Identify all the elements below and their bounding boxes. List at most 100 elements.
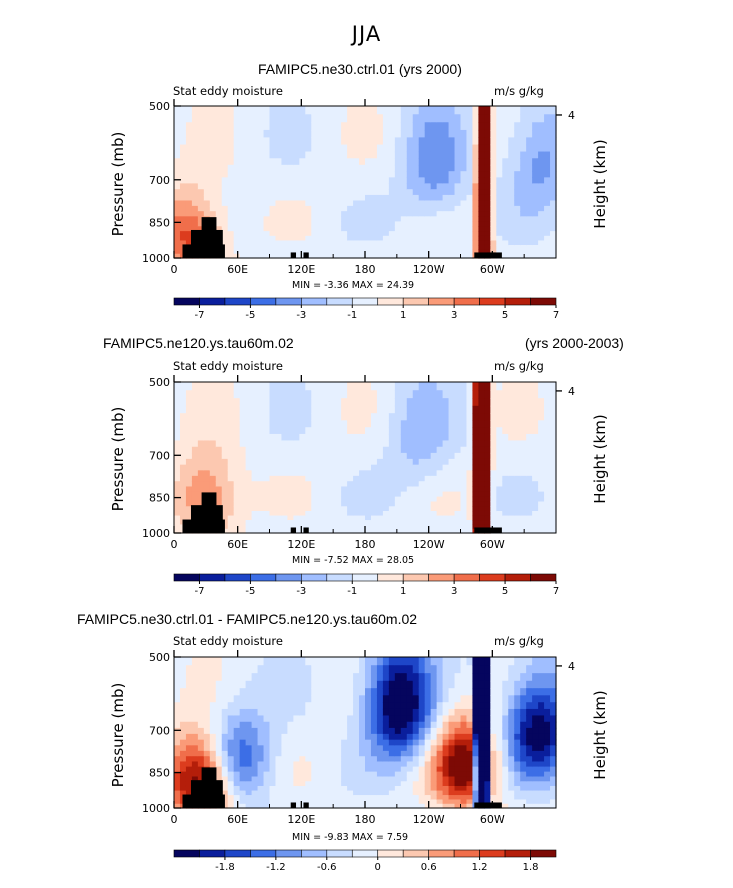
heatmap-cell: [442, 781, 450, 787]
heatmap-cell: [287, 515, 294, 521]
heatmap-cell: [484, 129, 491, 138]
heatmap-cell: [275, 390, 283, 399]
heatmap-cell: [508, 528, 515, 534]
heatmap-cell: [508, 470, 515, 477]
heatmap-cell: [215, 249, 223, 255]
heatmap-cell: [341, 253, 348, 259]
heatmap-cell: [353, 756, 360, 763]
heatmap-cell: [388, 452, 396, 460]
heatmap-cell: [478, 776, 485, 782]
heatmap-cell: [370, 803, 378, 809]
heatmap-cell: [221, 390, 229, 399]
heatmap-cell: [484, 433, 491, 442]
heatmap-cell: [245, 520, 253, 526]
heatmap-cell: [526, 433, 533, 442]
heatmap-cell: [215, 382, 223, 391]
heatmap-cell: [311, 470, 318, 477]
heatmap-cell: [532, 475, 539, 482]
heatmap-cell: [215, 481, 223, 488]
heatmap-cell: [335, 249, 342, 255]
heatmap-cell: [460, 464, 468, 471]
heatmap-cell: [311, 398, 318, 407]
heatmap-cell: [490, 122, 497, 131]
heatmap-cell: [215, 688, 223, 696]
heatmap-cell: [257, 727, 265, 735]
heatmap-cell: [293, 405, 300, 414]
heatmap-cell: [376, 795, 384, 801]
heatmap-cell: [281, 528, 289, 534]
heatmap-cell: [251, 158, 259, 166]
heatmap-cell: [520, 171, 527, 178]
heatmap-cell: [550, 114, 557, 123]
heatmap-cell: [382, 790, 390, 796]
heatmap-cell: [436, 781, 444, 787]
heatmap-cell: [287, 745, 294, 752]
heatmap-cell: [418, 244, 426, 250]
heatmap-cell: [532, 106, 539, 115]
heatmap-cell: [544, 158, 551, 166]
topography-block: [303, 527, 309, 533]
heatmap-cell: [239, 785, 247, 792]
heatmap-cell: [490, 171, 497, 178]
heatmap-cell: [544, 194, 551, 202]
heatmap-cell: [454, 528, 462, 534]
heatmap-cell: [490, 673, 497, 682]
heatmap-cell: [209, 464, 217, 471]
heatmap-cell: [418, 708, 426, 717]
heatmap-cell: [365, 433, 372, 442]
heatmap-cell: [341, 501, 348, 507]
heatmap-cell: [191, 129, 199, 138]
heatmap-cell: [317, 771, 324, 778]
heatmap-cell: [472, 398, 480, 407]
heatmap-cell: [430, 440, 438, 448]
heatmap-cell: [185, 221, 193, 227]
heatmap-cell: [263, 398, 271, 407]
heatmap-cell: [227, 486, 235, 493]
heatmap-cell: [460, 520, 468, 526]
heatmap-cell: [448, 496, 456, 503]
heatmap-cell: [179, 177, 187, 184]
heatmap-cell: [442, 244, 450, 250]
heatmap-cell: [490, 475, 497, 482]
heatmap-cell: [370, 464, 378, 471]
heatmap-cell: [293, 114, 300, 123]
heatmap-cell: [233, 464, 241, 471]
heatmap-cell: [544, 244, 551, 250]
heatmap-cell: [203, 520, 211, 526]
heatmap-cell: [353, 221, 360, 227]
heatmap-cell: [191, 528, 199, 534]
heatmap-cell: [299, 122, 306, 131]
heatmap-cell: [281, 413, 289, 421]
heatmap-cell: [532, 205, 539, 212]
heatmap-cell: [550, 398, 557, 407]
heatmap-cell: [347, 200, 354, 207]
heatmap-cell: [394, 515, 402, 521]
heatmap-cell: [209, 405, 217, 414]
heatmap-cell: [203, 221, 211, 227]
heatmap-cell: [466, 211, 474, 217]
heatmap-cell: [394, 164, 402, 172]
heatmap-cell: [269, 216, 277, 222]
heatmap-cell: [197, 520, 205, 526]
heatmap-cell: [388, 803, 396, 809]
heatmap-cell: [478, 464, 485, 471]
heatmap-cell: [460, 756, 468, 763]
heatmap-cell: [239, 524, 247, 530]
heatmap-cell: [400, 515, 408, 521]
heatmap-cell: [424, 458, 432, 466]
heatmap-cell: [382, 405, 390, 414]
heatmap-cell: [293, 515, 300, 521]
heatmap-cell: [502, 657, 509, 666]
heatmap-cell: [269, 413, 277, 421]
heatmap-cell: [365, 427, 372, 435]
heatmap-cell: [353, 158, 360, 166]
heatmap-cell: [520, 129, 527, 138]
heatmap-cell: [323, 524, 330, 530]
heatmap-cell: [269, 226, 277, 232]
heatmap-cell: [502, 221, 509, 227]
heatmap-cell: [293, 226, 300, 232]
colorbar-label: 1: [400, 586, 406, 597]
heatmap-cell: [233, 657, 241, 666]
heatmap-cell: [197, 795, 205, 801]
heatmap-cell: [478, 790, 485, 796]
